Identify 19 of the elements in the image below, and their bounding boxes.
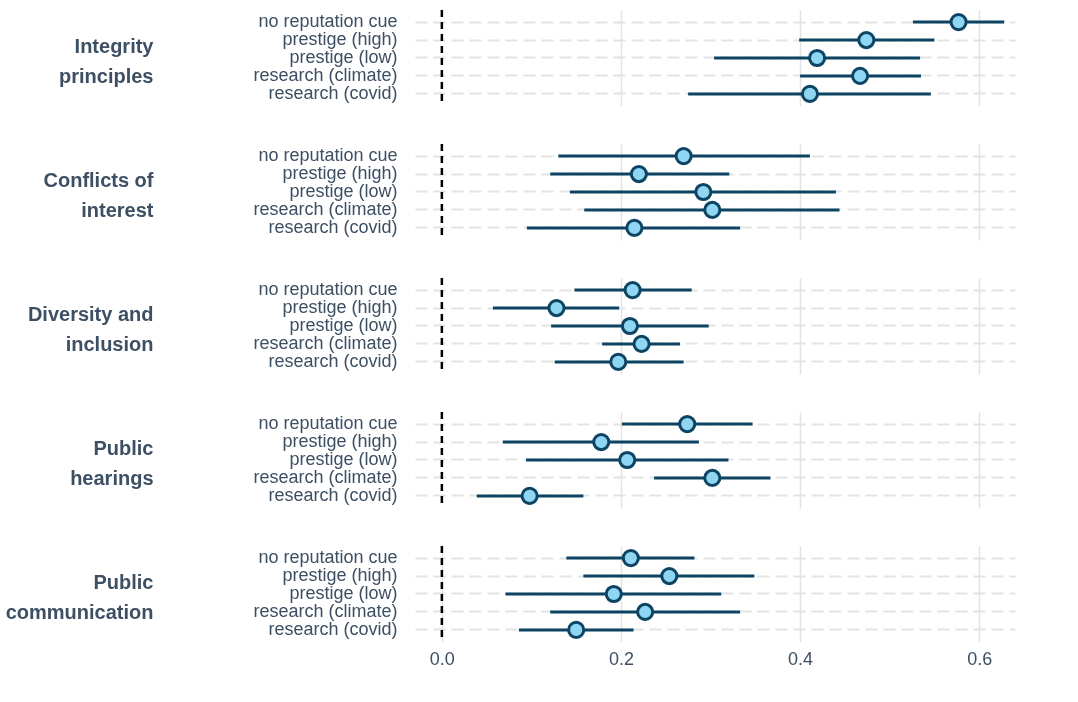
x-tick-label: 0.0 <box>429 648 455 669</box>
y-tick-label: no reputation cue <box>258 413 398 434</box>
y-tick-label: prestige (high) <box>282 297 398 318</box>
y-axis-title: Conflicts of interest <box>43 168 154 221</box>
y-axis-title: Public hearings <box>70 436 154 489</box>
y-tick-label: no reputation cue <box>258 279 398 300</box>
y-tick-label: no reputation cue <box>258 145 398 166</box>
y-axis-title: Diversity and inclusion <box>27 302 154 355</box>
y-tick-label: prestige (high) <box>282 29 398 50</box>
x-tick-label: 0.2 <box>608 648 634 669</box>
x-tick-label: 0.4 <box>788 648 814 669</box>
y-tick-label: prestige (high) <box>282 565 398 586</box>
y-tick-label: no reputation cue <box>258 11 398 32</box>
y-tick-label: no reputation cue <box>258 547 398 568</box>
x-tick-label: 0.6 <box>967 648 993 669</box>
y-axis-title: Public communication <box>5 570 154 623</box>
y-axis-title: Integrity principles <box>59 34 155 87</box>
y-tick-label: prestige (high) <box>282 431 398 452</box>
y-tick-label: prestige (high) <box>282 163 398 184</box>
